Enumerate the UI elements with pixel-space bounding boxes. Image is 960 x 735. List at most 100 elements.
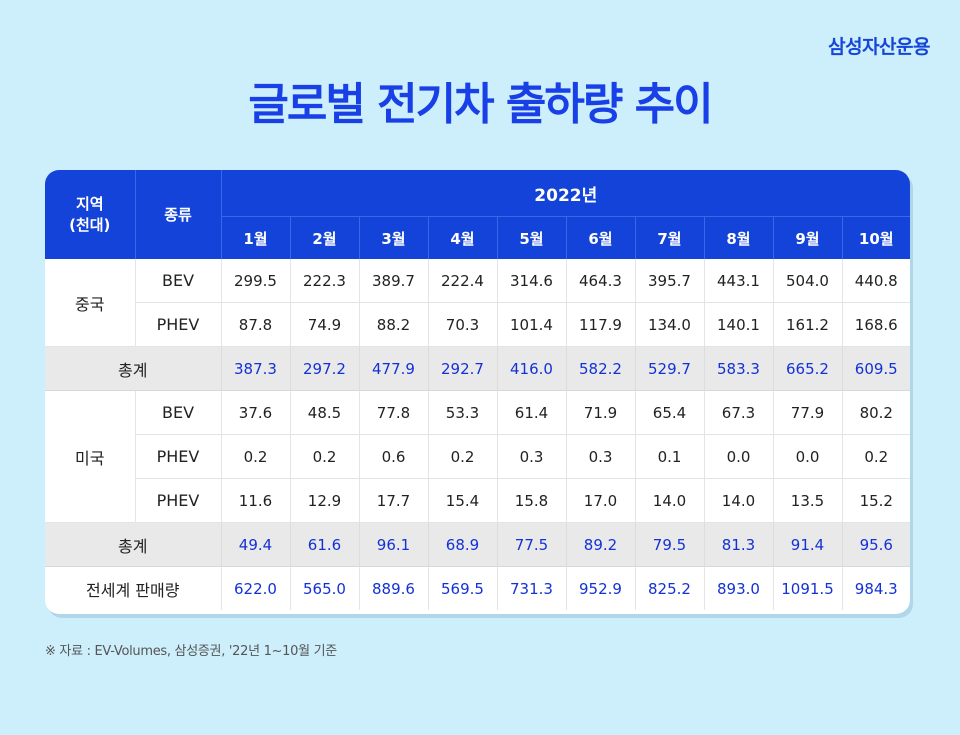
header-unit-label: (천대) <box>69 215 111 234</box>
value-cell: 0.3 <box>565 434 635 479</box>
value-cell: 70.3 <box>427 302 497 347</box>
value-cell: 1091.5 <box>772 566 842 610</box>
table-row: 중국 BEV 299.5 222.3 389.7 222.4 314.6 464.3 395.7… <box>45 259 910 347</box>
table-row: PHEV 11.6 12.9 17.7 15.4 15.8 17.0 14.0 14.0 13.5… <box>45 478 910 523</box>
value-cell: 443.1 <box>703 259 773 303</box>
value-cell: 77.9 <box>772 390 842 435</box>
value-cell: 87.8 <box>220 302 290 347</box>
value-cell: 17.7 <box>358 478 428 523</box>
value-cell: 464.3 <box>565 259 635 303</box>
value-cell: 13.5 <box>772 478 842 523</box>
vehicle-type: BEV <box>134 259 221 303</box>
value-cell: 0.6 <box>358 434 428 479</box>
value-cell: 77.5 <box>496 522 566 567</box>
value-cell: 477.9 <box>358 346 428 391</box>
value-cell: 134.0 <box>634 302 704 347</box>
value-cell: 37.6 <box>220 390 290 435</box>
total-row-china: 총계 387.3 297.2 477.9 292.7 416.0 582.2 529.7 583… <box>45 346 910 391</box>
value-cell: 292.7 <box>427 346 497 391</box>
value-cell: 15.8 <box>496 478 566 523</box>
header-type: 종류 <box>135 170 221 259</box>
value-cell: 96.1 <box>358 522 428 567</box>
value-cell: 389.7 <box>358 259 428 303</box>
value-cell: 0.3 <box>496 434 566 479</box>
vehicle-type: PHEV <box>134 302 221 347</box>
table-row: PHEV 0.2 0.2 0.6 0.2 0.3 0.3 0.1 0.0 0.0 0.2 <box>45 434 910 479</box>
value-cell: 61.4 <box>496 390 566 435</box>
value-cell: 14.0 <box>703 478 773 523</box>
value-cell: 665.2 <box>772 346 842 391</box>
total-label: 총계 <box>45 346 221 391</box>
value-cell: 77.8 <box>358 390 428 435</box>
value-cell: 582.2 <box>565 346 635 391</box>
value-cell: 101.4 <box>496 302 566 347</box>
value-cell: 68.9 <box>427 522 497 567</box>
value-cell: 565.0 <box>289 566 359 610</box>
value-cell: 48.5 <box>289 390 359 435</box>
value-cell: 0.2 <box>841 434 910 479</box>
value-cell: 71.9 <box>565 390 635 435</box>
header-month: 2월 <box>289 216 359 259</box>
value-cell: 952.9 <box>565 566 635 610</box>
source-footnote: ※ 자료 : EV-Volumes, 삼성증권, '22년 1~10월 기준 <box>45 644 337 659</box>
header-month: 1월 <box>220 216 290 259</box>
header-region-label: 지역 <box>75 194 104 213</box>
value-cell: 583.3 <box>703 346 773 391</box>
value-cell: 222.4 <box>427 259 497 303</box>
header-year: 2022년 <box>220 170 910 217</box>
header-months-row: 1월 2월 3월 4월 5월 6월 7월 8월 9월 10월 <box>45 216 910 259</box>
value-cell: 395.7 <box>634 259 704 303</box>
value-cell: 61.6 <box>289 522 359 567</box>
value-cell: 314.6 <box>496 259 566 303</box>
value-cell: 49.4 <box>220 522 290 567</box>
value-cell: 89.2 <box>565 522 635 567</box>
value-cell: 504.0 <box>772 259 842 303</box>
value-cell: 80.2 <box>841 390 910 435</box>
value-cell: 95.6 <box>841 522 910 567</box>
value-cell: 0.2 <box>427 434 497 479</box>
value-cell: 79.5 <box>634 522 704 567</box>
header-region: 지역 (천대) <box>45 170 136 259</box>
table-row: 미국 BEV 37.6 48.5 77.8 53.3 61.4 71.9 65.4 67.3 77.… <box>45 390 910 523</box>
value-cell: 893.0 <box>703 566 773 610</box>
value-cell: 440.8 <box>841 259 910 303</box>
value-cell: 140.1 <box>703 302 773 347</box>
value-cell: 0.1 <box>634 434 704 479</box>
table-header: 지역 (천대) 종류 2022년 1월 2월 3월 4월 5월 6월 7월 8월 9월 10월 <box>45 170 910 259</box>
vehicle-type: BEV <box>134 390 221 435</box>
table-row: PHEV 87.8 74.9 88.2 70.3 101.4 117.9 134.0 140.1… <box>45 302 910 347</box>
header-month: 4월 <box>427 216 497 259</box>
value-cell: 984.3 <box>841 566 910 610</box>
value-cell: 0.0 <box>703 434 773 479</box>
value-cell: 297.2 <box>289 346 359 391</box>
value-cell: 15.4 <box>427 478 497 523</box>
shipment-table-card: 지역 (천대) 종류 2022년 1월 2월 3월 4월 5월 6월 7월 8월 9월 10월 중… <box>45 170 910 614</box>
vehicle-type: PHEV <box>134 478 221 523</box>
value-cell: 17.0 <box>565 478 635 523</box>
table-body: 중국 BEV 299.5 222.3 389.7 222.4 314.6 464.3 395.7… <box>45 259 910 610</box>
world-total-row: 전세계 판매량 622.0 565.0 889.6 569.5 731.3 952.9 825… <box>45 566 910 610</box>
header-month: 9월 <box>772 216 842 259</box>
header-month: 8월 <box>703 216 773 259</box>
value-cell: 67.3 <box>703 390 773 435</box>
shipment-table: 지역 (천대) 종류 2022년 1월 2월 3월 4월 5월 6월 7월 8월 9월 10월 중… <box>45 170 910 610</box>
value-cell: 11.6 <box>220 478 290 523</box>
header-month: 5월 <box>496 216 566 259</box>
value-cell: 117.9 <box>565 302 635 347</box>
value-cell: 0.0 <box>772 434 842 479</box>
page-title: 글로벌 전기차 출하량 추이 <box>248 79 713 130</box>
value-cell: 416.0 <box>496 346 566 391</box>
header-month: 10월 <box>841 216 910 259</box>
value-cell: 825.2 <box>634 566 704 610</box>
value-cell: 731.3 <box>496 566 566 610</box>
value-cell: 15.2 <box>841 478 910 523</box>
value-cell: 74.9 <box>289 302 359 347</box>
value-cell: 91.4 <box>772 522 842 567</box>
value-cell: 529.7 <box>634 346 704 391</box>
value-cell: 299.5 <box>220 259 290 303</box>
total-label: 총계 <box>45 522 221 567</box>
value-cell: 88.2 <box>358 302 428 347</box>
value-cell: 0.2 <box>289 434 359 479</box>
value-cell: 12.9 <box>289 478 359 523</box>
value-cell: 569.5 <box>427 566 497 610</box>
